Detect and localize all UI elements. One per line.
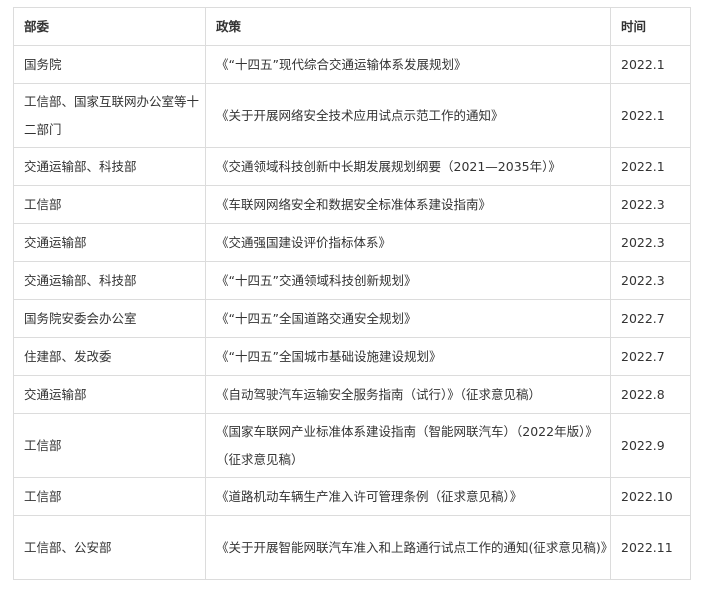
cell-policy: 《交通领域科技创新中长期发展规划纲要（2021—2035年）》: [205, 147, 611, 186]
cell-policy: 《关于开展网络安全技术应用试点示范工作的通知》: [205, 83, 611, 148]
table-row: 交通运输部、科技部 《交通领域科技创新中长期发展规划纲要（2021—2035年）》…: [13, 147, 691, 186]
cell-policy: 《关于开展智能网联汽车准入和上路通行试点工作的通知(征求意见稿)》: [205, 515, 613, 580]
cell-policy: 《国家车联网产业标准体系建设指南（智能网联汽车）（2022年版）》（征求意见稿）: [205, 413, 611, 478]
table-row: 工信部、公安部 《关于开展智能网联汽车准入和上路通行试点工作的通知(征求意见稿)》…: [13, 515, 691, 580]
cell-dept: 交通运输部、科技部: [13, 147, 206, 186]
cell-policy: 《车联网网络安全和数据安全标准体系建设指南》: [205, 185, 611, 224]
cell-dept: 工信部、公安部: [13, 515, 206, 580]
cell-date: 2022.7: [610, 299, 691, 338]
cell-dept: 国务院: [13, 45, 206, 84]
cell-date: 2022.9: [610, 413, 691, 478]
policy-table: 部委 政策 时间 国务院 《“十四五”现代综合交通运输体系发展规划》 2022.1 工…: [13, 7, 691, 580]
table-row: 工信部 《国家车联网产业标准体系建设指南（智能网联汽车）（2022年版）》（征求意…: [13, 413, 691, 478]
table-row: 工信部 《车联网网络安全和数据安全标准体系建设指南》 2022.3: [13, 185, 691, 224]
cell-date: 2022.3: [610, 261, 691, 300]
cell-dept: 交通运输部: [13, 223, 206, 262]
cell-date: 2022.8: [610, 375, 691, 414]
table-row: 国务院 《“十四五”现代综合交通运输体系发展规划》 2022.1: [13, 45, 691, 84]
cell-dept: 住建部、发改委: [13, 337, 206, 376]
table-row: 交通运输部 《自动驾驶汽车运输安全服务指南（试行）》（征求意见稿） 2022.8: [13, 375, 691, 414]
cell-policy: 《“十四五”全国道路交通安全规划》: [205, 299, 611, 338]
table-row: 交通运输部、科技部 《“十四五”交通领域科技创新规划》 2022.3: [13, 261, 691, 300]
cell-policy: 《“十四五”交通领域科技创新规划》: [205, 261, 611, 300]
header-dept: 部委: [13, 7, 206, 46]
cell-policy: 《“十四五”现代综合交通运输体系发展规划》: [205, 45, 611, 84]
table-row: 交通运输部 《交通强国建设评价指标体系》 2022.3: [13, 223, 691, 262]
table-row: 工信部、国家互联网办公室等十二部门 《关于开展网络安全技术应用试点示范工作的通知》…: [13, 83, 691, 148]
table-row: 工信部 《道路机动车辆生产准入许可管理条例（征求意见稿）》 2022.10: [13, 477, 691, 516]
cell-dept: 工信部: [13, 413, 206, 478]
cell-dept: 工信部、国家互联网办公室等十二部门: [13, 83, 206, 148]
cell-policy: 《交通强国建设评价指标体系》: [205, 223, 611, 262]
header-date: 时间: [610, 7, 691, 46]
cell-date: 2022.3: [610, 185, 691, 224]
cell-dept: 交通运输部、科技部: [13, 261, 206, 300]
cell-policy: 《“十四五”全国城市基础设施建设规划》: [205, 337, 611, 376]
cell-dept: 交通运输部: [13, 375, 206, 414]
cell-policy: 《道路机动车辆生产准入许可管理条例（征求意见稿）》: [205, 477, 611, 516]
table-row: 住建部、发改委 《“十四五”全国城市基础设施建设规划》 2022.7: [13, 337, 691, 376]
cell-date: 2022.1: [610, 83, 691, 148]
cell-date: 2022.1: [610, 45, 691, 84]
cell-date: 2022.1: [610, 147, 691, 186]
cell-dept: 工信部: [13, 477, 206, 516]
cell-date: 2022.7: [610, 337, 691, 376]
table-header-row: 部委 政策 时间: [13, 7, 691, 46]
header-policy: 政策: [205, 7, 611, 46]
cell-dept: 工信部: [13, 185, 206, 224]
cell-date: 2022.3: [610, 223, 691, 262]
cell-date: 2022.10: [610, 477, 691, 516]
cell-dept: 国务院安委会办公室: [13, 299, 206, 338]
table-row: 国务院安委会办公室 《“十四五”全国道路交通安全规划》 2022.7: [13, 299, 691, 338]
cell-date: 2022.11: [610, 515, 691, 580]
cell-policy: 《自动驾驶汽车运输安全服务指南（试行）》（征求意见稿）: [205, 375, 611, 414]
